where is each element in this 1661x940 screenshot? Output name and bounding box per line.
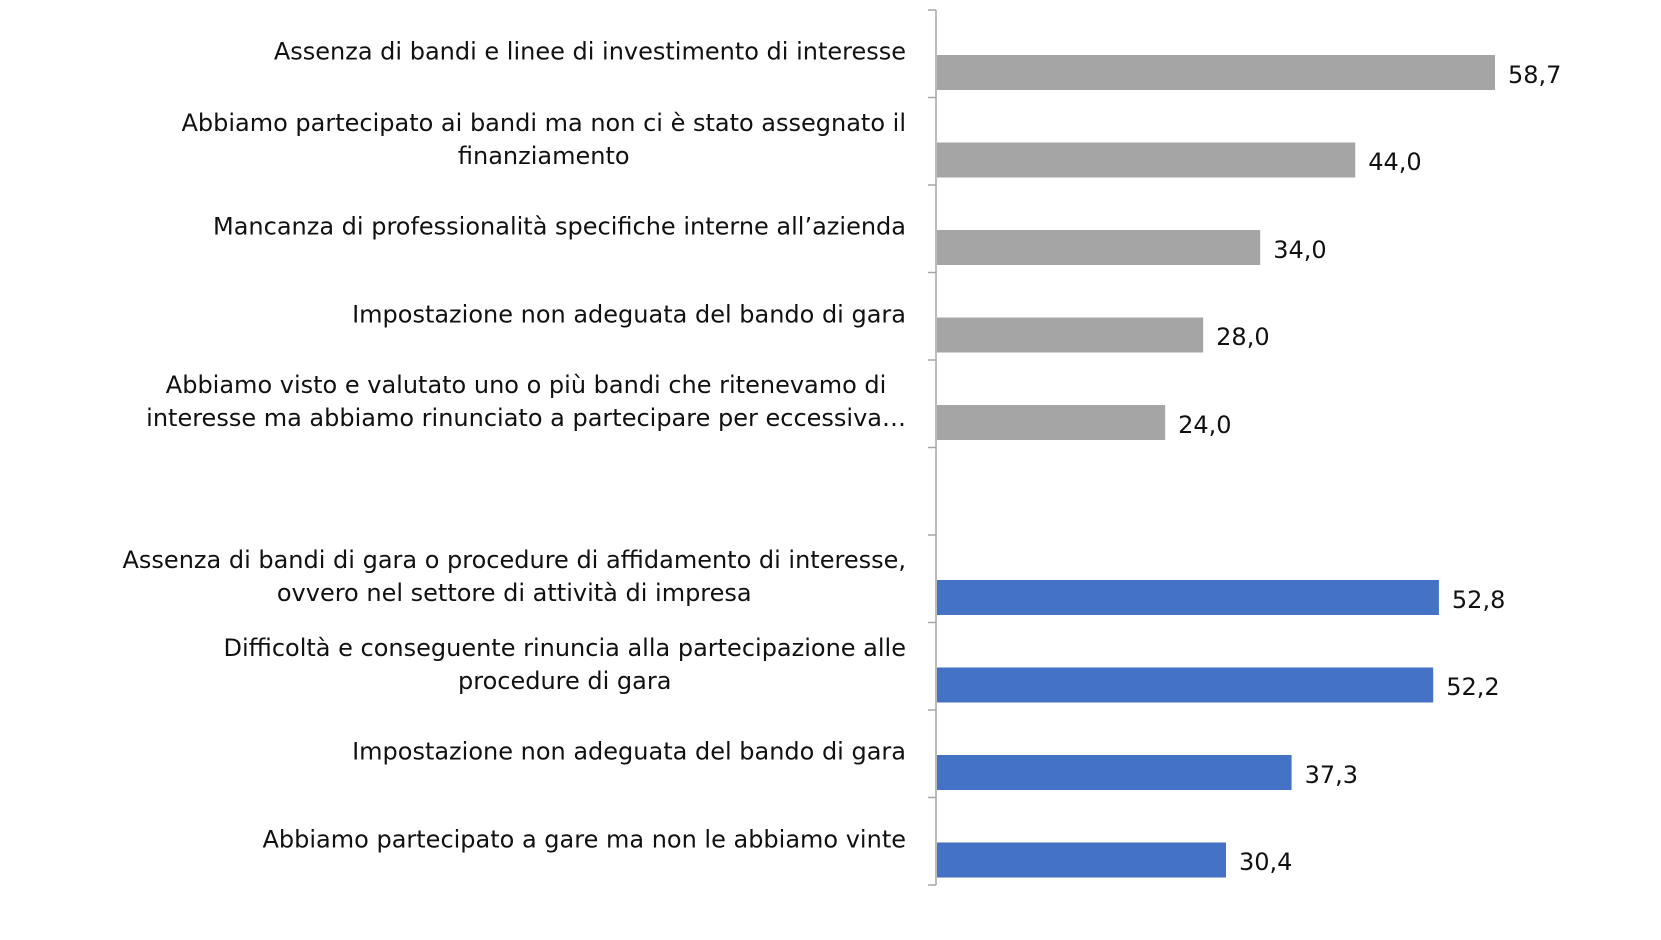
value-label: 44,0 xyxy=(1368,148,1422,176)
category-text: Difficoltà e conseguente rinuncia alla p… xyxy=(223,633,906,695)
category-label: Abbiamo visto e valutato uno o più bandi… xyxy=(146,369,906,435)
value-label: 24,0 xyxy=(1178,410,1232,439)
category-label: Mancanza di professionalità specifiche i… xyxy=(213,211,906,244)
bar xyxy=(937,230,1261,265)
value-label: 30,4 xyxy=(1238,848,1293,876)
bar xyxy=(937,142,1356,178)
bar xyxy=(937,842,1226,878)
category-label: Impostazione non adeguata del bando di g… xyxy=(352,736,906,769)
category-text: Assenza di bandi di gara o procedure di … xyxy=(122,546,907,607)
category-text: Abbiamo partecipato a gare ma non le abb… xyxy=(262,825,907,853)
category-text: Impostazione non adeguata del bando di g… xyxy=(352,300,906,328)
category-text: Assenza di bandi e linee di investimento… xyxy=(273,37,906,66)
value-label: 34,0 xyxy=(1273,235,1327,264)
category-label: Abbiamo partecipato ai bandi ma non ci è… xyxy=(181,107,906,173)
value-label: 37,3 xyxy=(1304,760,1358,789)
category-label: Abbiamo partecipato a gare ma non le abb… xyxy=(263,823,907,856)
bar xyxy=(937,317,1204,353)
value-label: 58,7 xyxy=(1508,60,1562,89)
category-label: Assenza di bandi di gara o procedure di … xyxy=(123,544,907,610)
value-label: 52,8 xyxy=(1451,585,1506,614)
bar xyxy=(937,580,1439,615)
bar xyxy=(937,755,1292,790)
bar xyxy=(937,55,1495,90)
category-text: Abbiamo partecipato ai bandi ma non ci è… xyxy=(181,108,906,170)
category-label: Assenza di bandi e linee di investimento… xyxy=(274,36,906,69)
category-label: Impostazione non adeguata del bando di g… xyxy=(352,298,906,331)
category-text: Abbiamo visto e valutato uno o più bandi… xyxy=(146,371,906,432)
value-label: 52,2 xyxy=(1446,673,1500,701)
value-label: 28,0 xyxy=(1216,323,1270,351)
category-text: Mancanza di professionalità specifiche i… xyxy=(213,212,906,241)
category-text: Impostazione non adeguata del bando di g… xyxy=(352,737,906,766)
bar xyxy=(937,667,1434,703)
category-label: Difficoltà e conseguente rinuncia alla p… xyxy=(223,632,906,698)
bar xyxy=(937,405,1166,440)
